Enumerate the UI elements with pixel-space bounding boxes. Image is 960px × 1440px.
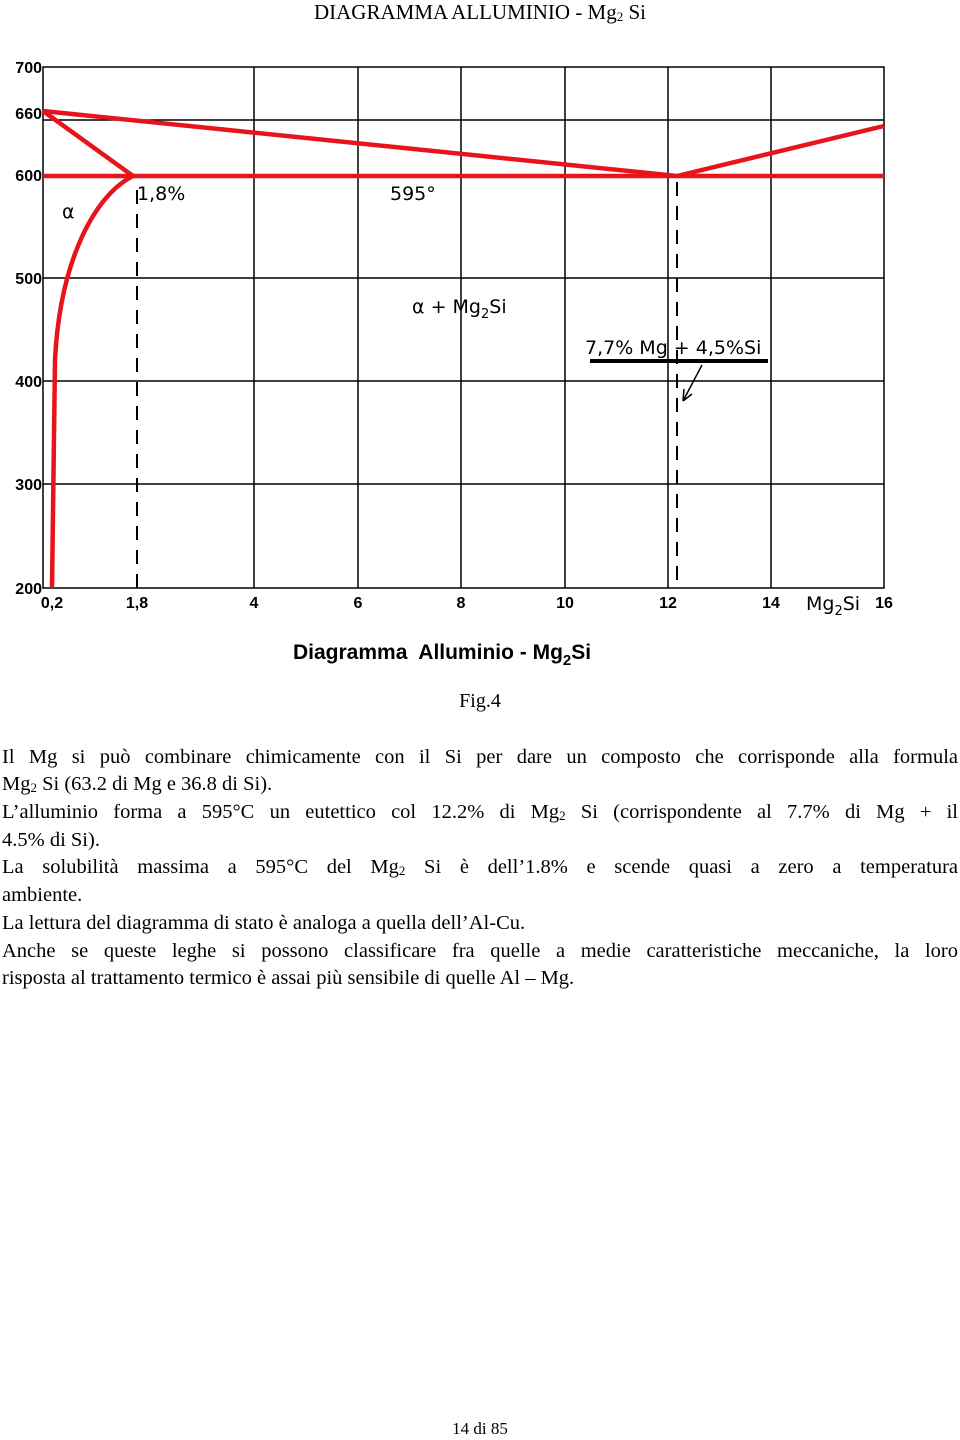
x-tick-label: 8 — [457, 595, 466, 612]
text-run: Si — [623, 0, 646, 24]
annotation: 595° — [390, 183, 436, 205]
y-tick-label: 300 — [15, 477, 42, 494]
text-run: Mg — [806, 593, 834, 615]
text-run: Si (63.2 di Mg e 36.8 di Si). — [36, 773, 273, 795]
text-run: risposta al trattamento termico è assai … — [2, 967, 575, 989]
phase-label: α + Mg2Si — [412, 296, 507, 322]
subscript: 2 — [30, 780, 37, 795]
plot-frame — [42, 66, 885, 589]
text-run: La lettura del diagramma di stato è anal… — [2, 912, 526, 934]
text-run: Si — [489, 296, 506, 318]
subscript: 2 — [563, 652, 571, 669]
text-run: Anche se queste leghe si possono classif… — [2, 940, 958, 962]
y-tick-label: 700 — [15, 60, 42, 77]
y-tick-label: 200 — [15, 581, 42, 598]
text-run: Si — [843, 593, 860, 615]
text-run: L’alluminio forma a 595°C un eutettico c… — [2, 801, 560, 823]
text-line: La solubilità massima a 595°C del Mg2 Si… — [2, 854, 958, 880]
annotation: 7,7% Mg + 4,5%Si — [585, 337, 761, 359]
text-run: α + Mg — [412, 296, 481, 318]
text-line: Anche se queste leghe si possono classif… — [2, 938, 958, 964]
text-line: Mg2 Si (63.2 di Mg e 36.8 di Si). — [2, 771, 958, 797]
text-run: Si è dell’1.8% e scende quasi a zero a t… — [405, 856, 958, 878]
page-header: DIAGRAMMA ALLUMINIO - Mg2 Si — [0, 0, 960, 24]
text-line: ambiente. — [2, 882, 958, 908]
text-run: Si (corrispondente al 7.7% di Mg + il — [565, 801, 958, 823]
x-axis-label: Mg2Si — [806, 593, 860, 619]
phase-label: α — [62, 201, 75, 223]
subscript: 2 — [834, 604, 842, 619]
text-run: Mg — [2, 773, 31, 795]
y-tick-label: 400 — [15, 374, 42, 391]
x-tick-label: 12 — [659, 595, 677, 612]
x-tick-label: 6 — [354, 595, 363, 612]
page-footer: 14 di 85 — [452, 1419, 508, 1438]
liquidus — [42, 108, 885, 179]
subscript: 2 — [398, 863, 406, 878]
x-tick-label: 1,8 — [126, 595, 148, 612]
text-line: risposta al trattamento termico è assai … — [2, 965, 958, 991]
x-tick-label: 16 — [875, 595, 893, 612]
text-line: Il Mg si può combinare chimicamente con … — [2, 744, 958, 770]
text-run: La solubilità massima a 595°C del Mg — [2, 856, 399, 878]
solvus — [49, 173, 135, 589]
figure-caption: Fig.4 — [459, 690, 501, 712]
text-line: L’alluminio forma a 595°C un eutettico c… — [2, 799, 958, 825]
text-run: ambiente. — [2, 884, 83, 906]
text-line: La lettura del diagramma di stato è anal… — [2, 910, 958, 936]
solidus — [41, 109, 135, 178]
y-tick-label: 600 — [15, 168, 42, 185]
x-tick-label: 10 — [556, 595, 574, 612]
text-run: Si — [571, 641, 591, 664]
y-tick-label: 660 — [15, 106, 42, 123]
phase-curves — [41, 108, 885, 589]
text-run: Il Mg si può combinare chimicamente con … — [2, 746, 958, 768]
subscript: 2 — [616, 9, 624, 24]
subscript: 2 — [481, 307, 489, 322]
y-tick-label: 500 — [15, 271, 42, 288]
dashed-lines — [136, 182, 678, 588]
figure-title: Diagramma Alluminio - Mg2Si — [293, 641, 591, 669]
annotation: 1,8% — [137, 183, 185, 205]
arrow — [682, 364, 703, 402]
subscript: 2 — [559, 808, 566, 823]
text-line: 4.5% di Si). — [2, 827, 958, 853]
x-tick-label: 4 — [250, 595, 259, 612]
text-run: 4.5% di Si). — [2, 829, 100, 851]
text-run: DIAGRAMMA ALLUMINIO - Mg — [313, 0, 617, 24]
text-run: Diagramma Alluminio - Mg — [293, 641, 563, 664]
grid — [42, 66, 885, 589]
x-tick-label: 0,2 — [41, 595, 63, 612]
x-tick-label: 14 — [762, 595, 780, 612]
